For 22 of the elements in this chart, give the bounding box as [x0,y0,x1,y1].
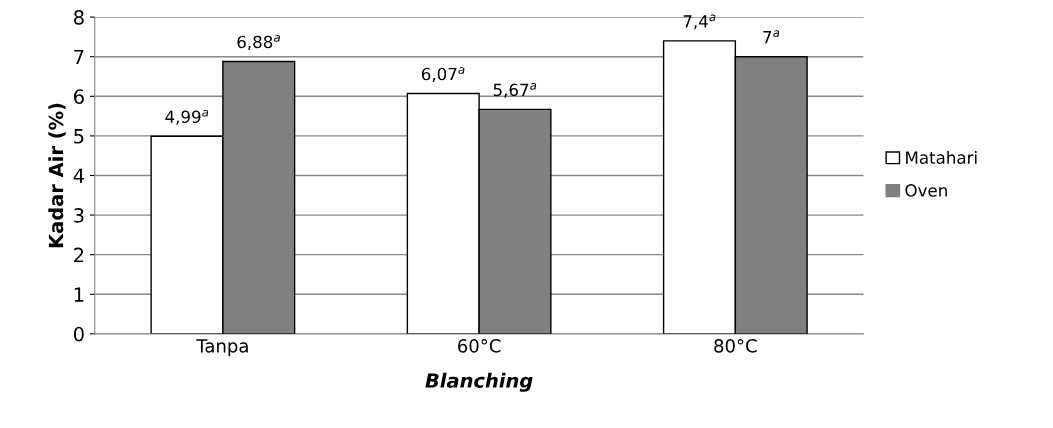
data-label: 5,67$^{a}$ [493,83,537,98]
x-tick-label: 60°C [458,339,501,353]
data-label: 6,07$^{a}$ [421,67,465,83]
y-tick-label: 0 [73,326,84,342]
x-tick-label: Tanpa [196,339,248,357]
y-axis-title: Kadar Air (%) [48,103,66,248]
data-label: 7$^{a}$ [763,30,780,44]
y-tick-label: 8 [73,10,84,25]
y-tick-label: 6 [74,89,84,104]
data-label: 6,88$^{a}$ [237,35,280,50]
y-tick-label: 2 [74,247,84,263]
y-tick-label: 7 [74,49,84,65]
legend-label: Matahari [906,151,977,164]
y-tick-label: 3 [74,208,84,223]
data-label: 4,99$^{a}$ [165,109,209,125]
y-tick-label: 4 [73,168,84,183]
x-tick-label: 80°C [714,339,757,353]
data-label: 7,4$^{a}$ [683,14,716,30]
x-axis-title: Blanching [425,372,533,392]
legend-label: Oven [905,184,947,197]
y-tick-label: 5 [74,129,84,144]
y-tick-label: 1 [74,287,84,302]
